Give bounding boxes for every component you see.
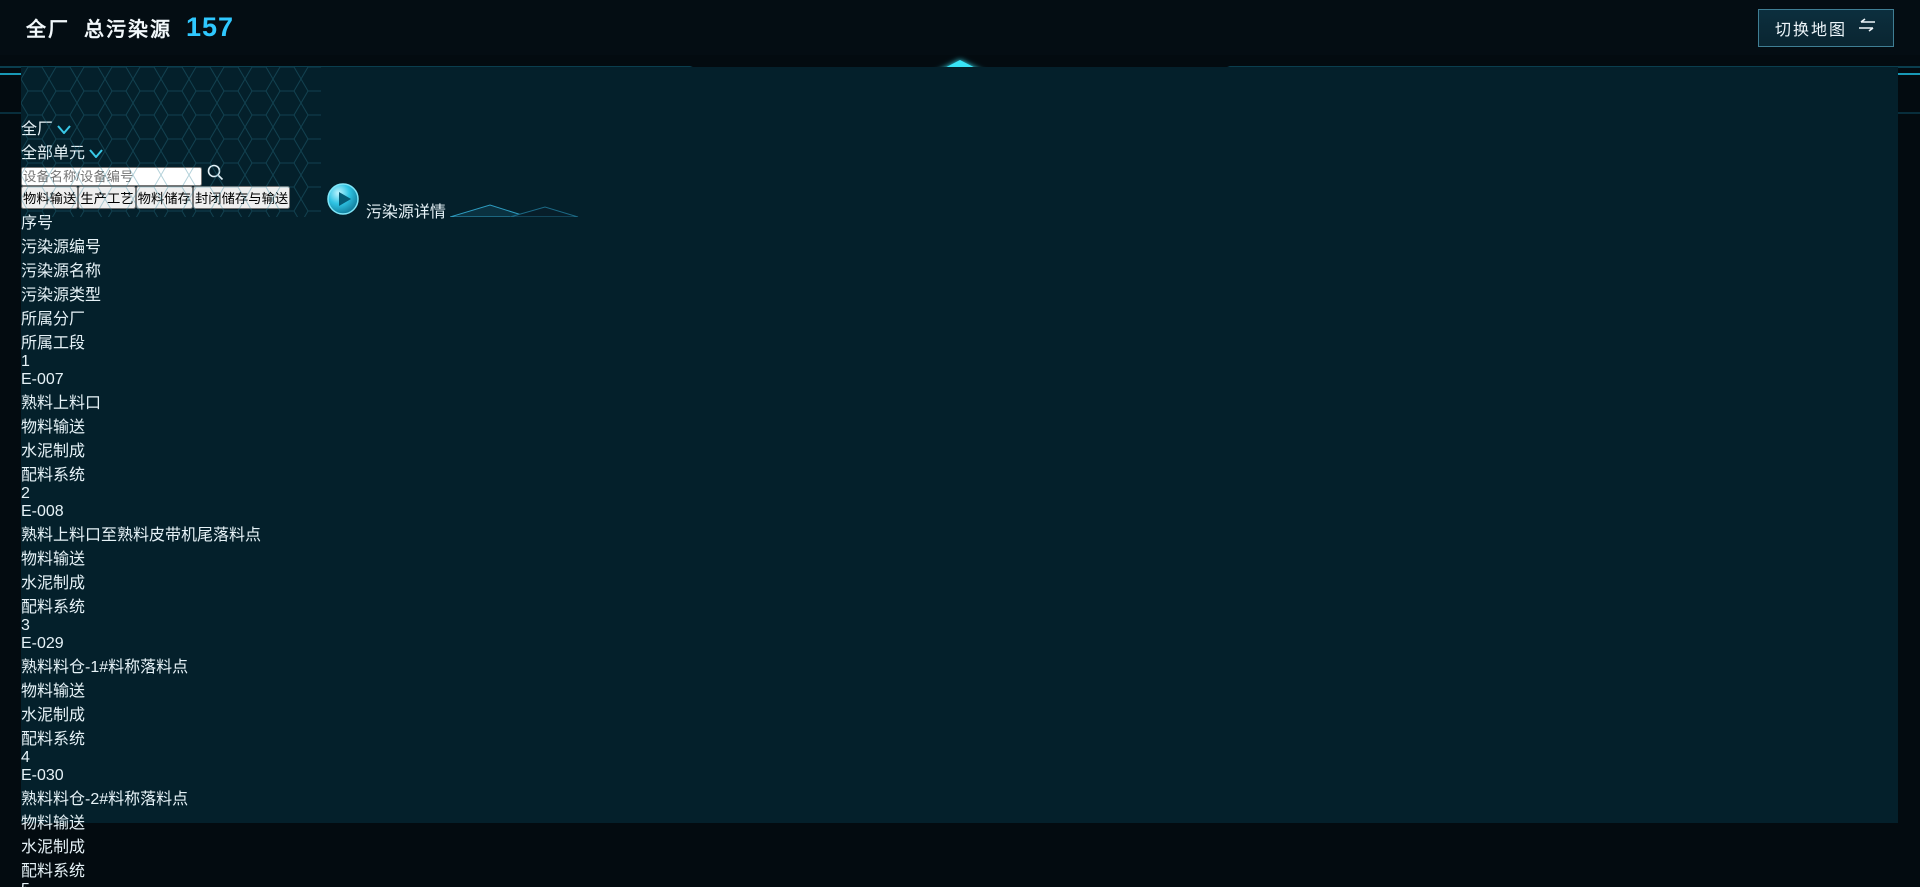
- row-code: E-008: [21, 503, 64, 520]
- scope-label: 全厂: [26, 19, 70, 41]
- swap-arrows-icon: [1857, 18, 1877, 37]
- play-icon[interactable]: [325, 183, 365, 221]
- column-header: 所属分厂: [21, 311, 86, 328]
- row-name: 熟料上料口: [21, 395, 102, 412]
- row-type: 物料输送: [21, 419, 86, 436]
- row-section: 配料系统: [21, 731, 86, 748]
- table-row[interactable]: 4 E-030 熟料料仓-2#料称落料点 物料输送 水泥制成 配料系统: [21, 749, 1898, 881]
- table-row[interactable]: 5 E-031 熟料料仓-3#料称落料点 物料输送 水泥制成 配料系统: [21, 881, 1898, 887]
- row-index[interactable]: 4: [21, 749, 30, 766]
- row-section: 配料系统: [21, 863, 86, 880]
- pollution-source-table: 序号污染源编号污染源名称污染源类型所属分厂所属工段 1 E-007 熟料上料口 …: [21, 209, 1898, 887]
- row-index[interactable]: 3: [21, 617, 30, 634]
- switch-map-label: 切换地图: [1774, 21, 1847, 39]
- row-name: 熟料料仓-1#料称落料点: [21, 659, 189, 676]
- row-name: 熟料上料口至熟料皮带机尾落料点: [21, 527, 262, 544]
- plant-total-summary: 全厂 总污染源 157: [26, 12, 234, 43]
- row-code: E-029: [21, 635, 64, 652]
- table-body: 1 E-007 熟料上料口 物料输送 水泥制成 配料系统 2 E-008 熟料上…: [21, 353, 1898, 887]
- row-type: 物料输送: [21, 551, 86, 568]
- table-header-row: 序号污染源编号污染源名称污染源类型所属分厂所属工段: [21, 209, 1898, 353]
- top-bar: 全厂 总污染源 157 切换地图: [0, 0, 1920, 55]
- table-row[interactable]: 2 E-008 熟料上料口至熟料皮带机尾落料点 物料输送 水泥制成 配料系统: [21, 485, 1898, 617]
- row-factory: 水泥制成: [21, 839, 86, 856]
- switch-map-button[interactable]: 切换地图: [1757, 8, 1894, 47]
- row-factory: 水泥制成: [21, 443, 86, 460]
- row-type: 物料输送: [21, 683, 86, 700]
- row-name: 熟料料仓-2#料称落料点: [21, 791, 189, 808]
- corner-triangles-decoration: [450, 204, 579, 218]
- column-header: 污染源类型: [21, 287, 102, 304]
- pollution-detail-panel: 污染源详情 全厂 全部单元: [21, 67, 1898, 887]
- row-section: 配料系统: [21, 467, 86, 484]
- total-pollution-label: 总污染源: [84, 19, 172, 41]
- row-factory: 水泥制成: [21, 707, 86, 724]
- table-row[interactable]: 3 E-029 熟料料仓-1#料称落料点 物料输送 水泥制成 配料系统: [21, 617, 1898, 749]
- row-type: 物料输送: [21, 815, 86, 832]
- table-row[interactable]: 1 E-007 熟料上料口 物料输送 水泥制成 配料系统: [21, 353, 1898, 485]
- row-index[interactable]: 1: [21, 353, 30, 370]
- panel-title: 污染源详情: [365, 204, 446, 221]
- column-header: 所属工段: [21, 335, 86, 352]
- row-code: E-007: [21, 371, 64, 388]
- column-header: 污染源名称: [21, 263, 102, 280]
- row-code: E-030: [21, 767, 64, 784]
- row-index[interactable]: 5: [21, 881, 1898, 887]
- column-header: 序号: [21, 215, 54, 232]
- row-section: 配料系统: [21, 599, 86, 616]
- row-factory: 水泥制成: [21, 575, 86, 592]
- panel-header: 污染源详情: [21, 67, 1898, 221]
- column-header: 污染源编号: [21, 239, 102, 256]
- total-pollution-count: 157: [186, 12, 235, 42]
- hexagon-texture: [21, 67, 321, 217]
- row-index[interactable]: 2: [21, 485, 30, 502]
